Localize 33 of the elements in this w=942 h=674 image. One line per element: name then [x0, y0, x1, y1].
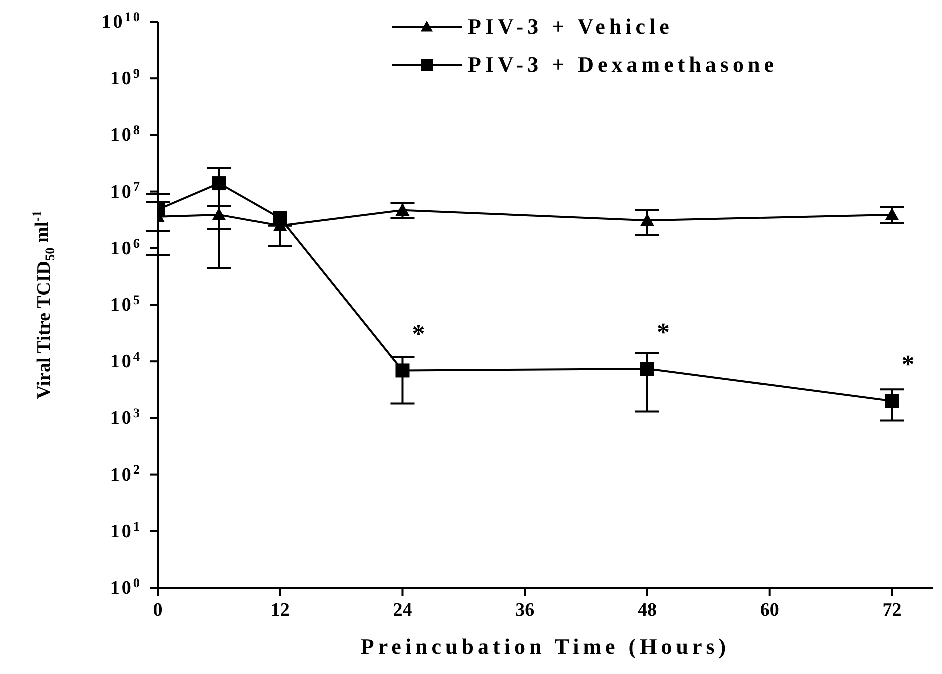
y-tick-label: 10$^{10}$: [102, 9, 142, 33]
y-tick-label: 10$^{8}$: [110, 122, 142, 146]
x-tick-label: 36: [516, 600, 535, 621]
y-tick-label: 10$^{4}$: [110, 348, 142, 373]
y-tick-label: 10$^{1}$: [110, 518, 142, 542]
y-tick-label: 10$^{6}$: [110, 236, 142, 260]
annotation: *: [656, 318, 670, 347]
y-tick-label: 10$^{3}$: [110, 406, 142, 430]
x-tick-label: 0: [153, 600, 163, 621]
y-tick-label: 10$^{5}$: [110, 292, 142, 316]
annotation: *: [902, 350, 915, 380]
legend-label: PIV-3 + Vehicle: [468, 14, 674, 40]
point: [212, 208, 226, 221]
point: [885, 208, 900, 221]
point: [396, 364, 410, 378]
y-tick-label: 10$^{7}$: [110, 179, 142, 203]
point: [212, 176, 226, 191]
point: [640, 362, 654, 376]
y-tick-label: 10$^{9}$: [110, 66, 142, 90]
y-tick-label: 10$^{0}$: [110, 575, 142, 599]
x-tick-label: 48: [638, 600, 657, 621]
x-tick-label: 72: [882, 600, 902, 621]
point: [885, 394, 900, 408]
legend-label: PIV-3 + Dexamethasone: [468, 52, 778, 78]
point: [273, 211, 288, 226]
x-axis-title: Preincubation Time (Hours): [360, 634, 730, 659]
annotation: *: [412, 320, 426, 349]
x-tick-label: 60: [760, 600, 780, 621]
point: [640, 214, 654, 226]
point: [396, 203, 410, 216]
x-tick-label: 24: [393, 600, 413, 621]
x-tick-label: 12: [270, 600, 290, 621]
y-tick-label: 10$^{2}$: [110, 462, 142, 486]
